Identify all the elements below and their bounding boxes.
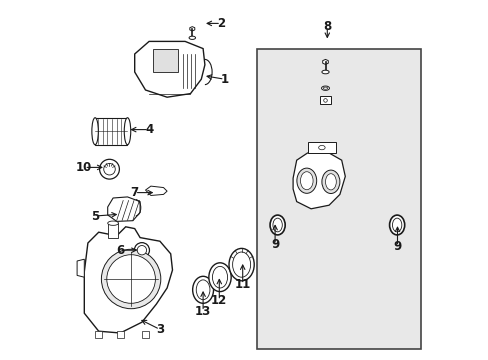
- Ellipse shape: [92, 118, 98, 145]
- Polygon shape: [152, 49, 178, 72]
- Text: 11: 11: [234, 278, 250, 291]
- Bar: [320, 96, 330, 104]
- Text: 10: 10: [76, 161, 92, 174]
- Text: 6: 6: [116, 244, 124, 257]
- Ellipse shape: [321, 70, 328, 74]
- Ellipse shape: [101, 249, 161, 309]
- Polygon shape: [77, 259, 84, 277]
- Ellipse shape: [106, 255, 155, 303]
- Ellipse shape: [323, 87, 327, 89]
- Polygon shape: [307, 142, 336, 153]
- Text: 5: 5: [91, 210, 99, 222]
- Bar: [257, 49, 420, 349]
- Text: 2: 2: [217, 17, 224, 30]
- Polygon shape: [189, 27, 194, 31]
- Polygon shape: [134, 41, 204, 97]
- Ellipse shape: [212, 266, 227, 288]
- Text: 7: 7: [130, 186, 139, 199]
- Bar: [95, 118, 127, 145]
- Ellipse shape: [321, 86, 329, 90]
- Ellipse shape: [137, 246, 146, 255]
- Bar: [95, 331, 102, 338]
- Ellipse shape: [103, 163, 115, 175]
- Ellipse shape: [208, 263, 231, 292]
- Ellipse shape: [272, 218, 282, 232]
- Ellipse shape: [192, 276, 213, 303]
- Polygon shape: [145, 186, 167, 195]
- Ellipse shape: [228, 248, 254, 281]
- Ellipse shape: [100, 159, 119, 179]
- Ellipse shape: [232, 252, 250, 277]
- Text: 9: 9: [270, 238, 279, 251]
- Ellipse shape: [107, 221, 118, 225]
- Text: 1: 1: [220, 73, 228, 86]
- Polygon shape: [107, 197, 140, 221]
- Bar: [117, 331, 123, 338]
- Text: 8: 8: [323, 21, 331, 33]
- Ellipse shape: [323, 99, 326, 102]
- Ellipse shape: [124, 118, 130, 145]
- Text: 3: 3: [156, 323, 163, 336]
- Polygon shape: [107, 223, 118, 238]
- Ellipse shape: [134, 243, 149, 258]
- Text: 13: 13: [195, 305, 211, 318]
- Ellipse shape: [296, 168, 316, 193]
- Ellipse shape: [318, 145, 325, 150]
- Polygon shape: [292, 153, 345, 209]
- Ellipse shape: [196, 280, 209, 300]
- Ellipse shape: [269, 215, 285, 235]
- Ellipse shape: [321, 170, 339, 194]
- Ellipse shape: [189, 36, 195, 40]
- Text: 9: 9: [392, 240, 401, 253]
- Ellipse shape: [389, 215, 404, 235]
- Ellipse shape: [392, 218, 401, 232]
- Bar: [142, 331, 149, 338]
- Text: 4: 4: [144, 123, 153, 136]
- Polygon shape: [84, 227, 172, 333]
- Polygon shape: [322, 59, 327, 64]
- Ellipse shape: [325, 174, 336, 190]
- Text: 12: 12: [211, 294, 227, 307]
- Ellipse shape: [300, 172, 312, 190]
